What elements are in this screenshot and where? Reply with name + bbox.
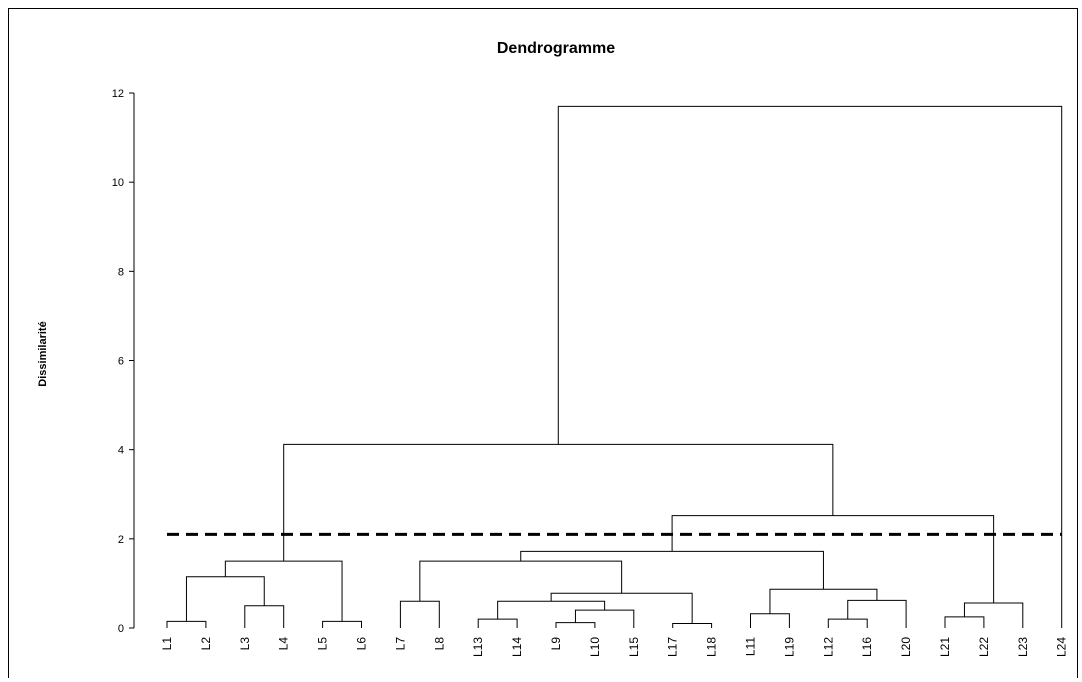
leaf-label: L18	[705, 637, 719, 657]
leaf-label: L13	[471, 637, 485, 657]
dendrogram-link	[944, 616, 985, 628]
y-axis-label: Dissimilarité	[37, 321, 49, 386]
dendrogram-link	[550, 592, 693, 624]
dendrogram-link	[185, 576, 265, 622]
leaf-label: L16	[860, 637, 874, 657]
leaf-label: L12	[821, 637, 835, 657]
dendrogram-link	[671, 515, 995, 604]
y-tick-label: 6	[118, 356, 124, 368]
leaf-label: L19	[782, 637, 796, 657]
y-tick-label: 2	[118, 534, 124, 546]
leaf-label: L8	[432, 637, 446, 651]
leaf-label: L2	[199, 637, 213, 651]
dendrogram-link	[322, 620, 362, 628]
dendrogram-link	[166, 620, 207, 628]
dendrogram-link	[419, 560, 623, 602]
dendrogram-link	[399, 600, 440, 628]
dendrogram-link	[283, 443, 834, 562]
y-axis: 0 2 4 6 8 10 12	[112, 88, 135, 635]
leaf-label: L3	[238, 637, 252, 651]
leaf-labels: L1 L2 L3 L4 L5 L6 L7 L8 L13 L14 L9 L10 L15 L17 L18 L11 L…	[160, 637, 1069, 657]
dendrogram-links	[166, 105, 1063, 628]
dendrogram-link	[557, 105, 1063, 628]
leaf-label: L7	[393, 637, 407, 651]
leaf-label: L15	[627, 637, 641, 657]
leaf-label: L21	[938, 637, 952, 657]
dendrogram-link	[574, 609, 635, 628]
leaf-label: L6	[355, 637, 369, 651]
leaf-label: L23	[1016, 637, 1030, 657]
dendrogram-link	[827, 618, 868, 628]
dendrogram-link	[963, 602, 1024, 628]
chart-frame	[8, 8, 1078, 678]
leaf-label: L11	[744, 637, 758, 656]
leaf-label: L5	[316, 637, 330, 651]
leaf-label: L9	[549, 637, 563, 651]
leaf-label: L4	[277, 637, 291, 651]
leaf-label: L17	[666, 637, 680, 657]
dendrogram-link	[555, 622, 596, 628]
dendrogram-link	[520, 550, 824, 590]
chart-title: Dendrogramme	[497, 40, 615, 57]
leaf-label: L24	[1055, 637, 1069, 657]
y-tick-label: 4	[118, 445, 124, 457]
dendrogram-link	[477, 618, 518, 628]
y-tick-label: 10	[112, 177, 124, 189]
dendrogram-link	[672, 623, 713, 628]
y-tick-label: 8	[118, 266, 124, 278]
leaf-label: L22	[977, 637, 991, 657]
leaf-label: L20	[899, 637, 913, 657]
dendrogram-link	[244, 605, 285, 628]
y-tick-label: 0	[118, 623, 124, 635]
dendrogram-link	[847, 599, 907, 628]
leaf-label: L1	[160, 637, 174, 651]
dendrogram-link	[769, 588, 878, 614]
leaf-label: L14	[510, 637, 524, 657]
y-tick-label: 12	[112, 88, 124, 100]
leaf-label: L10	[588, 637, 602, 657]
dendrogram-link	[750, 613, 790, 628]
